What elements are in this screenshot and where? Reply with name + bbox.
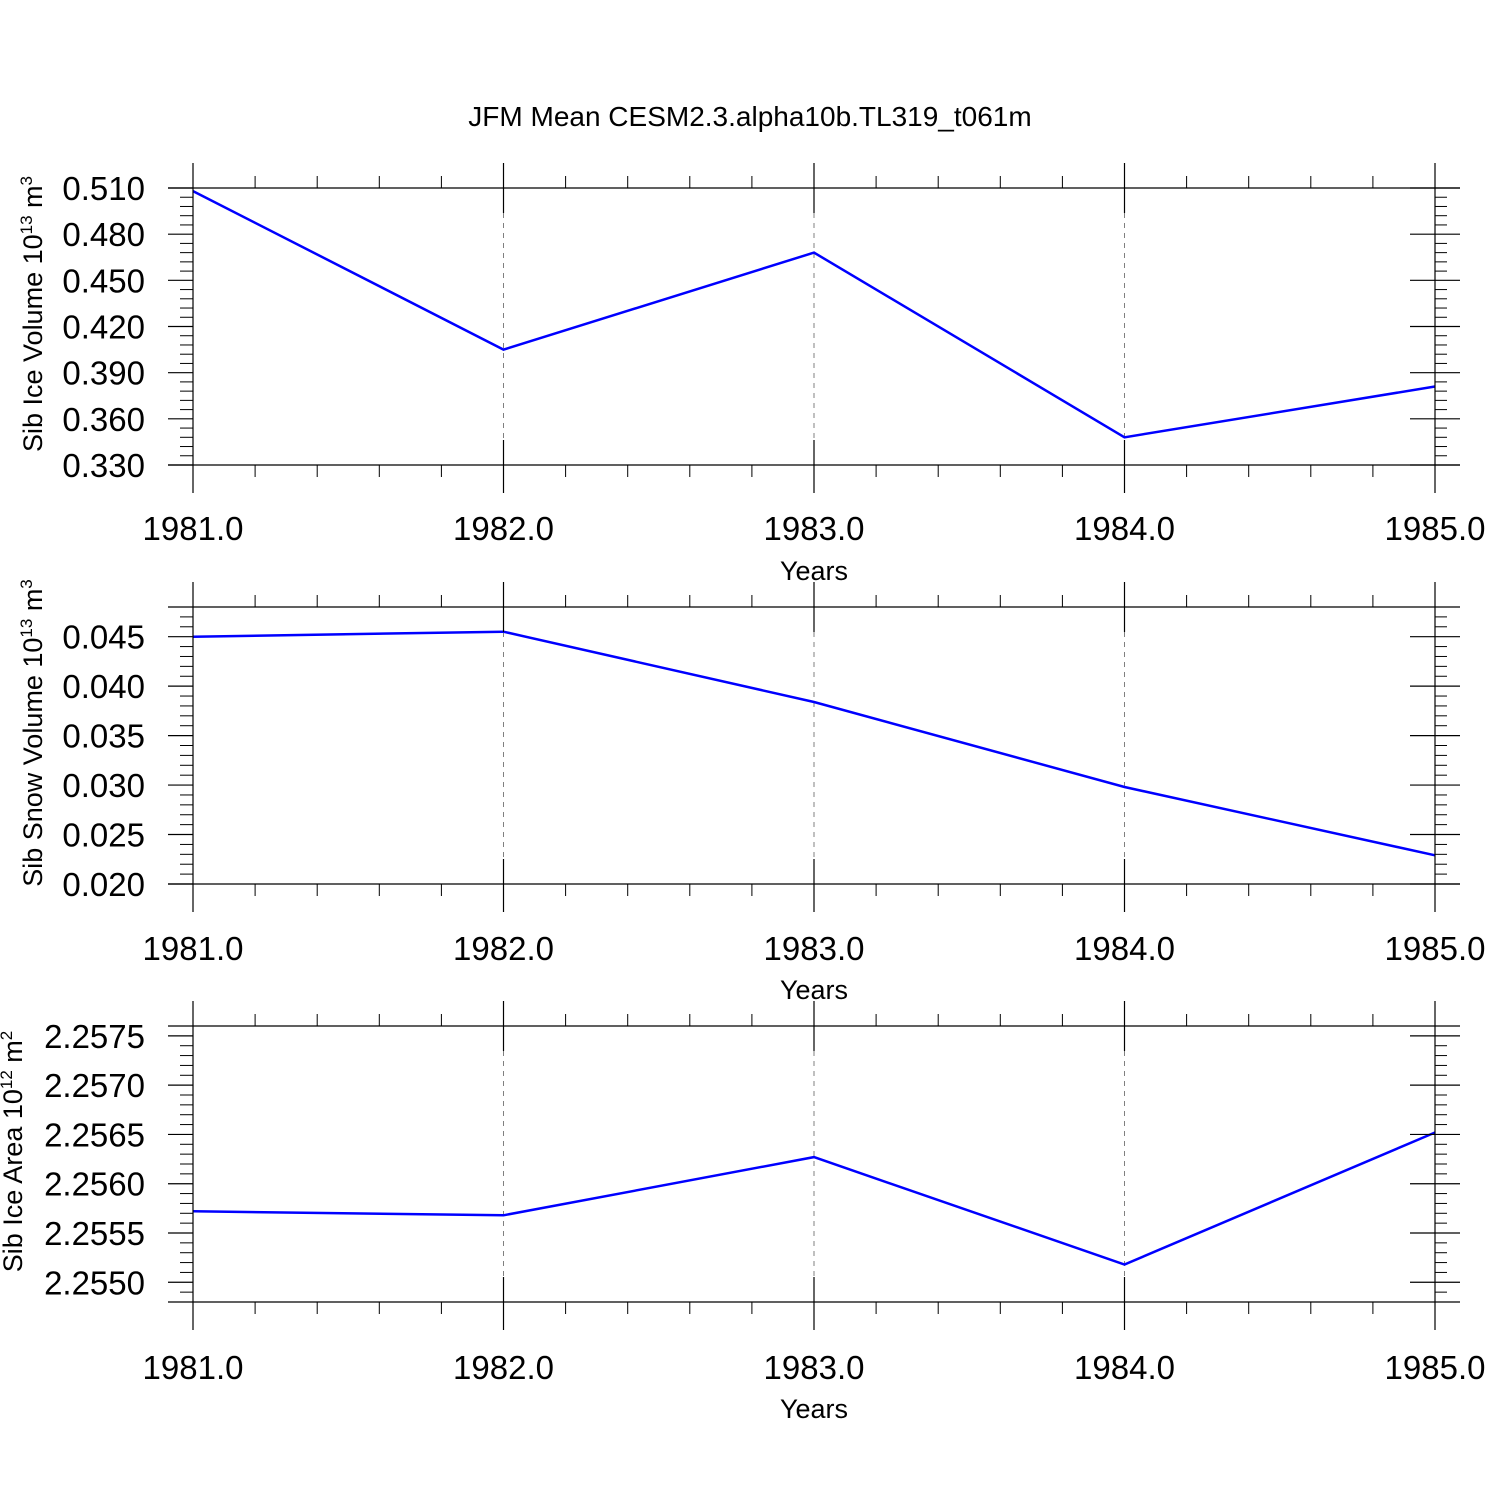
chart-title: JFM Mean CESM2.3.alpha10b.TL319_t061m xyxy=(468,101,1031,132)
y-tick-label: 2.2575 xyxy=(44,1018,145,1055)
y-tick-label: 0.025 xyxy=(62,817,145,854)
y-axis-label: Sib Ice Area 1012 m2 xyxy=(0,1031,28,1273)
x-tick-label: 1982.0 xyxy=(453,930,554,967)
y-axis-label-part: m xyxy=(18,185,48,215)
y-tick-label: 0.035 xyxy=(62,718,145,755)
y-tick-label: 2.2550 xyxy=(44,1264,145,1301)
y-tick-label: 0.020 xyxy=(62,866,145,903)
x-tick-label: 1982.0 xyxy=(453,1349,554,1386)
x-tick-label: 1984.0 xyxy=(1074,510,1175,547)
y-tick-label: 0.390 xyxy=(62,355,145,392)
x-tick-label: 1984.0 xyxy=(1074,930,1175,967)
y-tick-label: 0.040 xyxy=(62,668,145,705)
panel-ice-volume: 1981.0 1982.0 1983.0 1984.0 1985.0 0.330 0.360… xyxy=(17,163,1486,586)
y-tick-label: 0.045 xyxy=(62,619,145,656)
y-tick-label: 0.480 xyxy=(62,216,145,253)
x-tick-label: 1981.0 xyxy=(143,930,244,967)
y-tick-label: 0.420 xyxy=(62,309,145,346)
y-axis-label-superscript: 3 xyxy=(17,176,36,185)
y-axis-label: Sib Ice Volume 1013 m3 xyxy=(17,176,48,452)
y-tick-label: 2.2565 xyxy=(44,1116,145,1153)
x-tick-label: 1983.0 xyxy=(764,930,865,967)
x-axis-label: Years xyxy=(780,1394,848,1424)
y-axis-label-superscript: 2 xyxy=(0,1031,16,1040)
y-axis-label-part: Sib Ice Volume 10 xyxy=(18,234,48,452)
panel-snow-volume: 1981.0 1982.0 1983.0 1984.0 1985.0 0.020 0.025… xyxy=(17,579,1486,1005)
x-tick-label: 1984.0 xyxy=(1074,1349,1175,1386)
y-tick-label: 2.2570 xyxy=(44,1067,145,1104)
y-tick-label: 0.450 xyxy=(62,262,145,299)
y-axis-label-part: m xyxy=(18,589,48,619)
y-tick-label: 2.2555 xyxy=(44,1215,145,1252)
x-tick-label: 1981.0 xyxy=(143,510,244,547)
x-tick-label: 1985.0 xyxy=(1385,510,1486,547)
x-axis-label: Years xyxy=(780,975,848,1005)
y-axis-label-superscript: 13 xyxy=(17,215,36,234)
y-axis-label-part: m xyxy=(0,1040,28,1070)
x-tick-label: 1982.0 xyxy=(453,510,554,547)
y-tick-label: 2.2560 xyxy=(44,1166,145,1203)
y-axis-label-part: Sib Snow Volume 10 xyxy=(18,638,48,887)
y-tick-label: 0.030 xyxy=(62,767,145,804)
x-axis-label: Years xyxy=(780,556,848,586)
y-axis-label-part: Sib Ice Area 10 xyxy=(0,1089,28,1272)
x-tick-label: 1985.0 xyxy=(1385,1349,1486,1386)
y-axis-label-superscript: 12 xyxy=(0,1070,16,1089)
x-tick-label: 1983.0 xyxy=(764,1349,865,1386)
y-tick-label: 0.360 xyxy=(62,401,145,438)
x-tick-label: 1983.0 xyxy=(764,510,865,547)
y-axis-label-superscript: 3 xyxy=(17,579,36,588)
x-tick-label: 1985.0 xyxy=(1385,930,1486,967)
y-axis-label: Sib Snow Volume 1013 m3 xyxy=(17,579,48,887)
y-tick-label: 0.510 xyxy=(62,170,145,207)
panel-ice-area: 1981.0 1982.0 1983.0 1984.0 1985.0 2.2550 2.25… xyxy=(0,1001,1485,1424)
y-tick-label: 0.330 xyxy=(62,447,145,484)
y-axis-label-superscript: 13 xyxy=(17,619,36,638)
x-tick-label: 1981.0 xyxy=(143,1349,244,1386)
